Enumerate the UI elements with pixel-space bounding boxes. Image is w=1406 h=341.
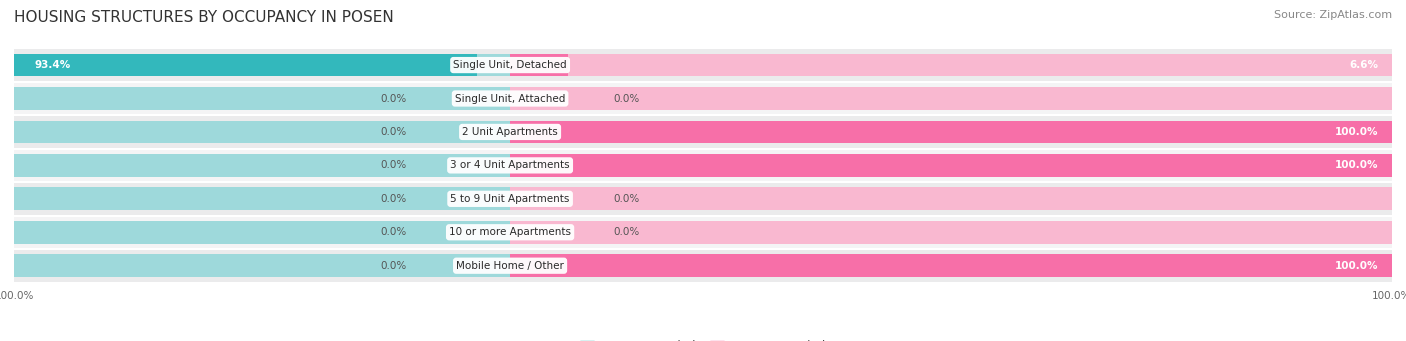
Bar	[510, 254, 1392, 277]
Bar	[14, 250, 1392, 282]
Text: 0.0%: 0.0%	[381, 194, 406, 204]
Text: 0.0%: 0.0%	[613, 93, 640, 104]
Text: Single Unit, Detached: Single Unit, Detached	[453, 60, 567, 70]
Text: Single Unit, Attached: Single Unit, Attached	[456, 93, 565, 104]
Bar	[14, 154, 510, 177]
Text: 100.0%: 100.0%	[1334, 160, 1378, 170]
Bar	[14, 183, 1392, 215]
Bar	[510, 54, 1392, 76]
Text: 3 or 4 Unit Apartments: 3 or 4 Unit Apartments	[450, 160, 569, 170]
Bar	[510, 54, 568, 76]
Text: 0.0%: 0.0%	[381, 160, 406, 170]
Text: Mobile Home / Other: Mobile Home / Other	[456, 261, 564, 271]
Text: 100.0%: 100.0%	[1334, 127, 1378, 137]
Bar	[14, 87, 510, 110]
Text: 0.0%: 0.0%	[381, 127, 406, 137]
Bar	[14, 83, 1392, 115]
Bar	[14, 254, 510, 277]
Text: 0.0%: 0.0%	[381, 261, 406, 271]
Bar	[14, 221, 510, 243]
Bar	[510, 87, 1392, 110]
Text: 6.6%: 6.6%	[1350, 60, 1378, 70]
Bar	[510, 188, 1392, 210]
Bar	[510, 121, 1392, 143]
Text: 100.0%: 100.0%	[1334, 261, 1378, 271]
Bar	[14, 54, 510, 76]
Bar	[14, 149, 1392, 181]
Bar	[510, 254, 1392, 277]
Bar	[14, 188, 510, 210]
Text: 10 or more Apartments: 10 or more Apartments	[449, 227, 571, 237]
Bar	[510, 221, 1392, 243]
Text: 0.0%: 0.0%	[381, 227, 406, 237]
Bar	[14, 216, 1392, 248]
Bar	[14, 54, 478, 76]
Text: Source: ZipAtlas.com: Source: ZipAtlas.com	[1274, 10, 1392, 20]
Text: 93.4%: 93.4%	[35, 60, 70, 70]
Text: 0.0%: 0.0%	[613, 227, 640, 237]
Text: HOUSING STRUCTURES BY OCCUPANCY IN POSEN: HOUSING STRUCTURES BY OCCUPANCY IN POSEN	[14, 10, 394, 25]
Text: 0.0%: 0.0%	[613, 194, 640, 204]
Legend: Owner-occupied, Renter-occupied: Owner-occupied, Renter-occupied	[575, 336, 831, 341]
Text: 2 Unit Apartments: 2 Unit Apartments	[463, 127, 558, 137]
Bar	[510, 154, 1392, 177]
Bar	[510, 121, 1392, 143]
Bar	[14, 49, 1392, 81]
Text: 5 to 9 Unit Apartments: 5 to 9 Unit Apartments	[450, 194, 569, 204]
Bar	[510, 154, 1392, 177]
Bar	[14, 116, 1392, 148]
Text: 0.0%: 0.0%	[381, 93, 406, 104]
Bar	[14, 121, 510, 143]
